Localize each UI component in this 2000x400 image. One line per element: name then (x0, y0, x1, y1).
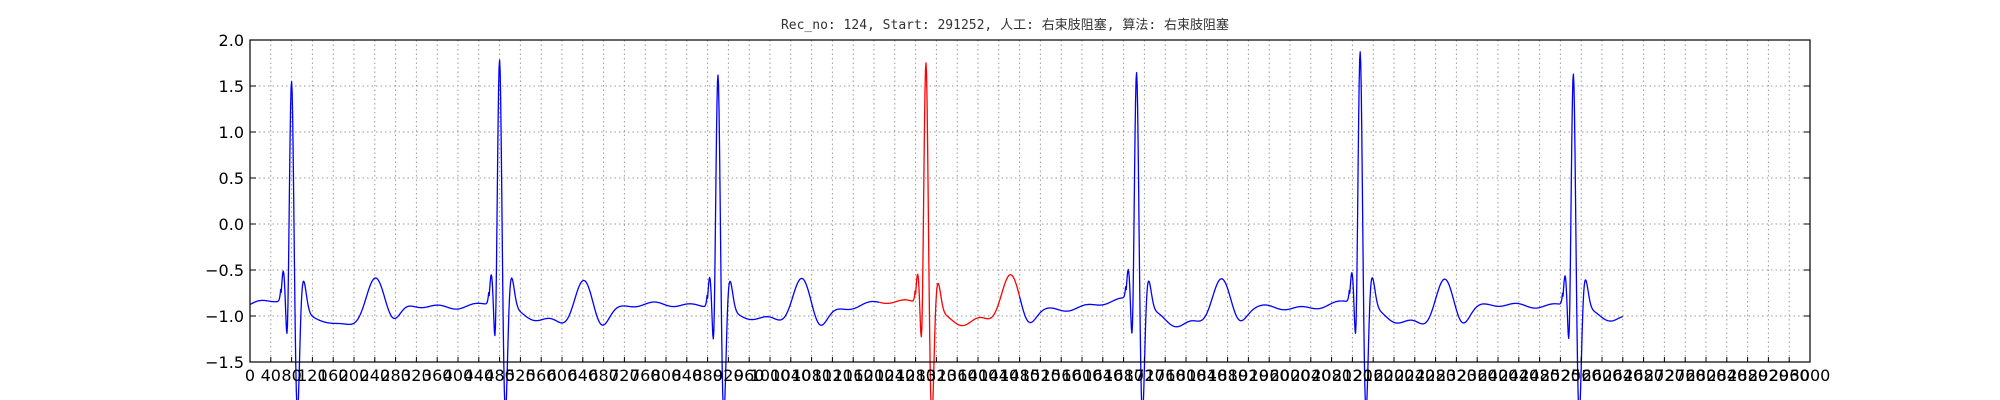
y-tick-label: −1.0 (205, 307, 244, 326)
x-tick-label: 2120 (1332, 366, 1373, 385)
x-tick-label: 2240 (1394, 366, 1435, 385)
x-tick-label: 1520 (1020, 366, 1061, 385)
x-tick-label: 1480 (999, 366, 1040, 385)
x-tick-label: 2480 (1519, 366, 1560, 385)
x-tick-label: 1000 (750, 366, 791, 385)
y-tick-label: 1.5 (219, 77, 244, 96)
y-tick-label: 2.0 (219, 31, 244, 50)
x-tick-label: 520 (505, 366, 536, 385)
x-tick-label: 2880 (1727, 366, 1768, 385)
x-tick-label: 2720 (1644, 366, 1685, 385)
x-tick-label: 1200 (854, 366, 895, 385)
plot-frame (249, 39, 1811, 363)
x-tick-label: 1040 (770, 366, 811, 385)
ecg-segment-after (1018, 51, 1623, 400)
x-tick-label: 2640 (1602, 366, 1643, 385)
x-tick-label: 440 (464, 366, 495, 385)
x-tick-label: 3000 (1790, 366, 1831, 385)
x-tick-label: 2280 (1415, 366, 1456, 385)
x-tick-label: 680 (588, 366, 619, 385)
x-tick-label: 880 (692, 366, 723, 385)
x-tick-label: 1240 (874, 366, 915, 385)
ecg-segment-before (249, 59, 880, 400)
x-tick-label: 320 (401, 366, 432, 385)
x-tick-label: 2080 (1311, 366, 1352, 385)
x-tick-label: 120 (297, 366, 328, 385)
x-tick-label: 400 (443, 366, 474, 385)
x-tick-label: 1560 (1041, 366, 1082, 385)
x-tick-label: 600 (547, 366, 578, 385)
x-tick-label: 2960 (1769, 366, 1810, 385)
x-tick-label: 2560 (1561, 366, 1602, 385)
x-tick-label: 640 (568, 366, 599, 385)
x-tick-label: 1840 (1186, 366, 1227, 385)
x-tick-label: 280 (380, 366, 411, 385)
x-tick-label: 1280 (895, 366, 936, 385)
x-tick-label: 1600 (1062, 366, 1103, 385)
ecg-trace (249, 51, 1623, 400)
y-tick-label: 0.0 (219, 215, 244, 234)
x-tick-label: 1400 (958, 366, 999, 385)
x-tick-label: 1160 (833, 366, 874, 385)
x-tick-label: 2400 (1478, 366, 1519, 385)
x-tick-label: 360 (422, 366, 453, 385)
x-tick-label: 560 (526, 366, 557, 385)
x-tick-label: 1880 (1207, 366, 1248, 385)
x-tick-label: 960 (734, 366, 765, 385)
x-tick-label: 1800 (1166, 366, 1207, 385)
x-tick-label: 1640 (1082, 366, 1123, 385)
x-tick-label: 480 (484, 366, 515, 385)
x-tick-label: 2000 (1270, 366, 1311, 385)
x-tick-label: 40 (261, 366, 281, 385)
x-tick-label: 2800 (1686, 366, 1727, 385)
x-tick-label: 1920 (1228, 366, 1269, 385)
x-tick-label: 2160 (1353, 366, 1394, 385)
x-tick-label: 1960 (1249, 366, 1290, 385)
x-tick-label: 800 (651, 366, 682, 385)
x-tick-label: 200 (339, 366, 370, 385)
x-tick-label: 1440 (978, 366, 1019, 385)
x-tick-label: 2200 (1374, 366, 1415, 385)
x-tick-label: 2600 (1582, 366, 1623, 385)
x-tick-label: 2760 (1665, 366, 1706, 385)
x-tick-label: 920 (713, 366, 744, 385)
x-tick-label: 2920 (1748, 366, 1789, 385)
x-tick-label: 1080 (791, 366, 832, 385)
x-tick-label: 1120 (812, 366, 853, 385)
x-axis: 0 40 8012016020024028032036040044048052056… (245, 357, 1830, 385)
y-tick-label: 1.0 (219, 123, 244, 142)
y-tick-label: −0.5 (205, 261, 244, 280)
x-tick-label: 1360 (937, 366, 978, 385)
x-tick-label: 1760 (1145, 366, 1186, 385)
x-tick-label: 2040 (1290, 366, 1331, 385)
chart-title: Rec_no: 124, Start: 291252, 人工: 右束肢阻塞, 算… (781, 17, 1229, 33)
x-tick-label: 2360 (1457, 366, 1498, 385)
x-tick-label: 80 (281, 366, 301, 385)
x-tick-label: 2440 (1498, 366, 1539, 385)
x-tick-label: 160 (318, 366, 349, 385)
y-axis: 2.0 1.5 1.0 0.5 0.0 −0.5 −1.0 −1.5 (205, 31, 1810, 372)
x-tick-label: 1680 (1103, 366, 1144, 385)
x-tick-label: 240 (360, 366, 391, 385)
y-tick-label: 0.5 (219, 169, 244, 188)
x-tick-label: 2840 (1706, 366, 1747, 385)
x-tick-label: 2680 (1623, 366, 1664, 385)
x-tick-label: 720 (609, 366, 640, 385)
x-tick-label: 760 (630, 366, 661, 385)
x-tick-label: 2520 (1540, 366, 1581, 385)
y-tick-label: −1.5 (205, 353, 244, 372)
x-tick-label: 840 (672, 366, 703, 385)
x-tick-label: 1720 (1124, 366, 1165, 385)
x-tick-label: 1320 (916, 366, 957, 385)
ecg-segment-highlight (879, 62, 1021, 400)
x-tick-label: 0 (245, 366, 255, 385)
x-tick-label: 2320 (1436, 366, 1477, 385)
